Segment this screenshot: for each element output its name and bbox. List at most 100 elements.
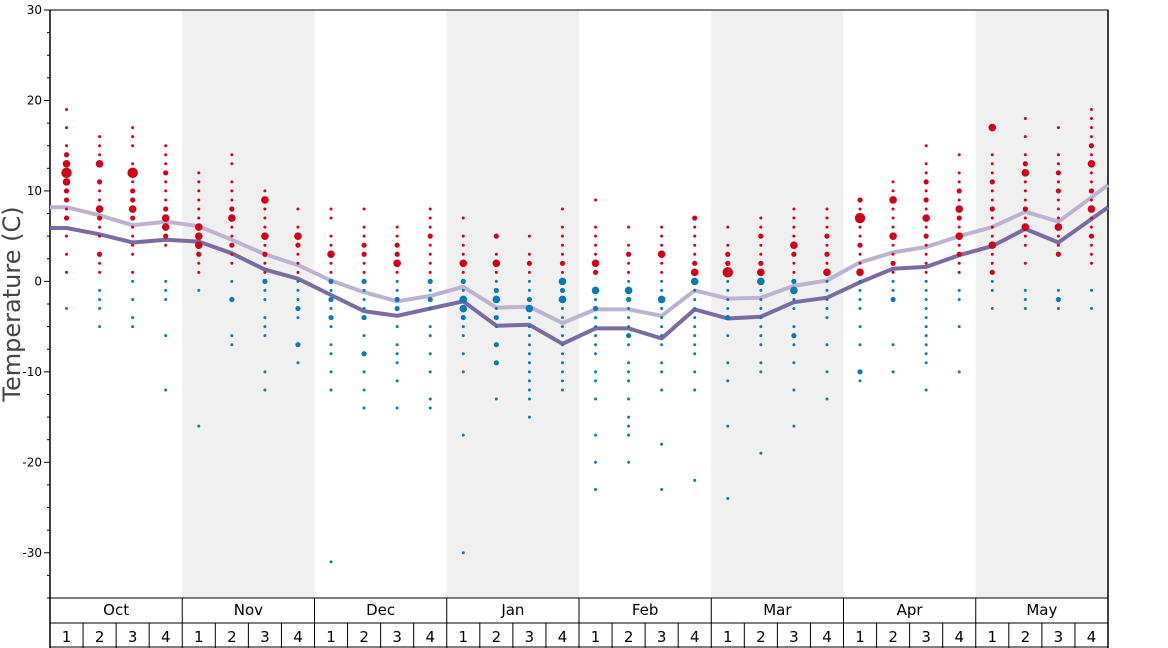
high-temp-point xyxy=(924,171,928,175)
high-temp-point xyxy=(692,260,698,266)
high-temp-point xyxy=(461,243,465,247)
low-temp-point xyxy=(858,343,862,347)
low-temp-point xyxy=(361,278,367,284)
low-temp-point xyxy=(957,288,961,292)
low-temp-point xyxy=(329,288,333,292)
low-temp-point xyxy=(263,334,267,338)
low-temp-point xyxy=(759,451,763,455)
low-temp-point xyxy=(98,288,102,292)
low-temp-point xyxy=(660,334,664,338)
low-temp-point xyxy=(957,325,961,329)
high-temp-point xyxy=(428,225,432,229)
low-temp-point xyxy=(362,297,366,301)
high-temp-point xyxy=(395,270,399,274)
high-temp-point xyxy=(923,179,929,185)
low-temp-point xyxy=(560,343,564,347)
high-temp-point xyxy=(230,225,234,229)
low-temp-point xyxy=(825,279,829,283)
low-temp-point xyxy=(627,343,631,347)
high-temp-point xyxy=(230,198,234,202)
high-temp-point xyxy=(197,180,201,184)
high-temp-point xyxy=(327,250,335,259)
low-temp-point xyxy=(560,307,564,311)
high-temp-point xyxy=(957,171,961,175)
high-temp-point xyxy=(990,261,994,265)
high-temp-point xyxy=(758,233,764,239)
high-temp-point xyxy=(230,189,234,193)
low-temp-point xyxy=(494,307,498,311)
high-temp-point xyxy=(296,270,300,274)
high-temp-point xyxy=(263,261,267,265)
high-temp-point xyxy=(1056,153,1060,157)
high-temp-point xyxy=(194,223,203,231)
high-temp-point xyxy=(95,159,104,168)
week-label: 3 xyxy=(657,628,667,646)
low-temp-point xyxy=(759,297,763,301)
week-label: 3 xyxy=(128,628,138,646)
high-temp-point xyxy=(263,243,267,247)
low-temp-point xyxy=(560,316,564,320)
high-temp-point xyxy=(263,207,267,211)
low-temp-point xyxy=(527,379,531,383)
high-temp-point xyxy=(296,252,300,256)
low-temp-point xyxy=(1023,297,1027,301)
high-temp-point xyxy=(428,270,432,274)
low-temp-point xyxy=(759,288,763,292)
low-temp-point xyxy=(1056,288,1060,292)
week-label: 4 xyxy=(690,628,700,646)
low-temp-point xyxy=(924,325,928,329)
low-temp-point xyxy=(594,370,598,374)
high-temp-point xyxy=(130,197,136,203)
high-temp-point xyxy=(1089,261,1093,265)
low-temp-point xyxy=(693,297,697,301)
week-label: 3 xyxy=(789,628,799,646)
high-temp-point xyxy=(924,162,928,166)
y-tick-label: -30 xyxy=(22,546,42,560)
low-temp-point xyxy=(825,343,829,347)
high-temp-point xyxy=(627,270,631,274)
low-temp-point xyxy=(494,397,498,401)
low-temp-point xyxy=(757,277,765,286)
high-temp-point xyxy=(131,126,135,130)
low-temp-point xyxy=(693,478,697,482)
low-temp-point xyxy=(527,415,531,419)
low-temp-point xyxy=(594,297,598,301)
low-temp-point xyxy=(624,286,633,295)
low-temp-point xyxy=(759,307,763,311)
low-temp-point xyxy=(428,325,432,329)
high-temp-point xyxy=(924,189,928,193)
low-temp-point xyxy=(459,304,468,313)
high-temp-point xyxy=(65,270,69,274)
high-temp-point xyxy=(627,243,631,247)
high-temp-point xyxy=(1022,161,1028,167)
high-temp-point xyxy=(161,223,170,231)
low-temp-point xyxy=(924,316,928,320)
low-temp-point xyxy=(329,560,333,564)
high-temp-point xyxy=(394,242,400,248)
high-temp-point xyxy=(65,144,69,148)
low-temp-point xyxy=(527,397,531,401)
high-temp-point xyxy=(725,260,731,266)
low-temp-point xyxy=(657,295,666,304)
high-temp-point xyxy=(362,234,366,238)
low-temp-point xyxy=(759,343,763,347)
high-temp-point xyxy=(395,225,399,229)
high-temp-point xyxy=(294,232,302,240)
high-temp-point xyxy=(65,252,69,256)
low-temp-point xyxy=(660,370,664,374)
month-label: Jan xyxy=(500,601,524,619)
low-temp-point xyxy=(627,370,631,374)
high-temp-point xyxy=(95,205,104,213)
high-temp-point xyxy=(792,270,796,274)
low-temp-point xyxy=(594,325,598,329)
high-temp-point xyxy=(693,243,697,247)
low-temp-point xyxy=(825,288,829,292)
high-temp-point xyxy=(197,216,201,220)
low-temp-point xyxy=(395,352,399,356)
high-temp-point xyxy=(229,242,235,248)
high-temp-point xyxy=(65,207,69,211)
low-temp-point xyxy=(591,286,600,295)
high-temp-point xyxy=(1023,135,1027,139)
high-temp-point xyxy=(428,243,432,247)
high-temp-point xyxy=(989,269,995,275)
